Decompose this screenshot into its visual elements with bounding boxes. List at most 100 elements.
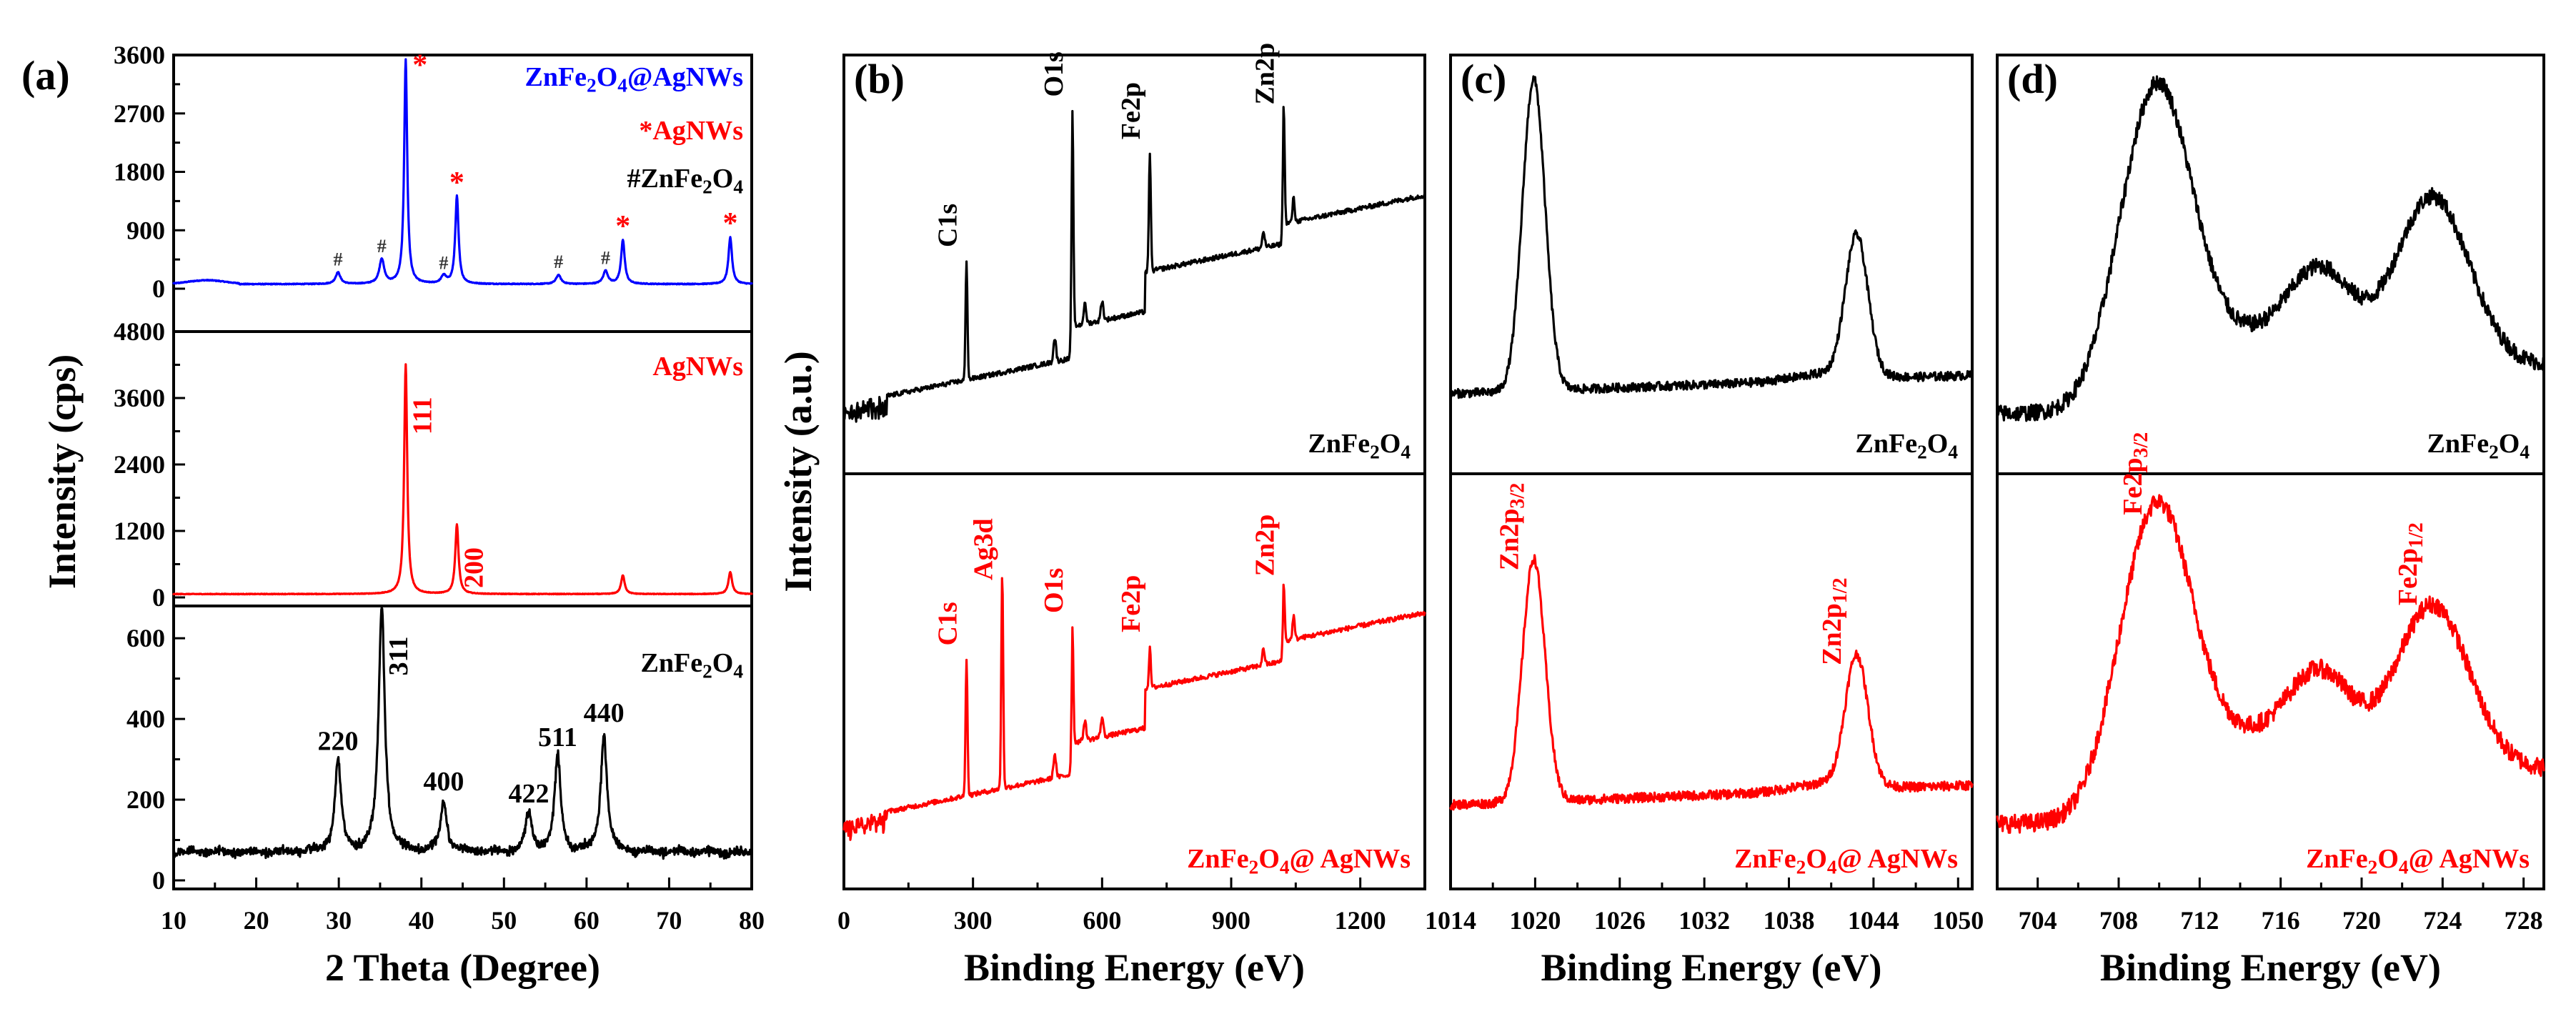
- peak-label: Zn2p: [1250, 43, 1280, 105]
- x-tick-label: 80: [739, 906, 765, 935]
- hkl-label: 220: [317, 726, 358, 756]
- peak-mark-hash: #: [439, 253, 448, 274]
- x-tick-label: 1050: [1932, 906, 1984, 935]
- x-tick-label: 716: [2262, 906, 2300, 935]
- peak-label: Fe2p3/2: [2118, 432, 2152, 515]
- x-tick-label: 20: [244, 906, 269, 935]
- x-tick-label: 712: [2180, 906, 2219, 935]
- xps-frame: [1449, 54, 1974, 890]
- x-axis-title: Binding Energy (eV): [964, 946, 1305, 989]
- legend-composite: ZnFe2O4@AgNWs: [524, 62, 743, 96]
- series-label: ZnFe2O4: [2427, 429, 2530, 462]
- peak-label: C1s: [933, 602, 963, 645]
- panel-tag: (a): [21, 52, 70, 99]
- x-tick-label: 30: [326, 906, 352, 935]
- hkl-label: 200: [459, 547, 489, 588]
- peak-label: Zn2p3/2: [1494, 483, 1528, 570]
- x-tick-label: 10: [161, 906, 187, 935]
- xps-trace-ZnFe2O4: [1996, 75, 2545, 422]
- axis-ticks: [172, 54, 2525, 889]
- panel-frames: [172, 54, 2545, 890]
- x-tick-label: 900: [1212, 906, 1250, 935]
- peak-label: Zn2p: [1250, 515, 1280, 577]
- xrd-trace-AgNWs: [172, 363, 753, 596]
- peak-label: Zn2p1/2: [1817, 577, 1851, 665]
- x-tick-label: 1020: [1509, 906, 1561, 935]
- hkl-label: 400: [423, 767, 464, 797]
- y-tick-label: 0: [152, 866, 165, 895]
- xrd-trace-ZnFe2O4: [172, 607, 753, 860]
- y-tick-label: 0: [152, 583, 165, 612]
- hkl-label: 422: [508, 779, 549, 809]
- peak-label: Fe2p: [1116, 82, 1146, 139]
- x-tick-label: 600: [1083, 906, 1121, 935]
- x-tick-label: 720: [2342, 906, 2381, 935]
- y-tick-label: 0: [152, 274, 165, 303]
- peak-mark-star: *: [412, 49, 427, 81]
- x-tick-label: 708: [2099, 906, 2138, 935]
- x-tick-label: 1026: [1594, 906, 1646, 935]
- xps-trace-ZnFe2O4: [1449, 75, 1974, 399]
- xps-y-axis-title: Intensity (a.u.): [777, 351, 820, 592]
- hkl-label: 511: [538, 722, 577, 752]
- hkl-label: 311: [384, 637, 414, 676]
- hkl-label: 440: [584, 698, 625, 728]
- x-tick-label: 70: [656, 906, 682, 935]
- y-tick-label: 3600: [114, 384, 165, 412]
- peak-mark-hash: #: [333, 249, 342, 269]
- peak-mark-star: *: [722, 207, 737, 240]
- legend-znfe2o4: #ZnFe2O4: [627, 164, 744, 197]
- peak-mark-hash: #: [601, 247, 610, 268]
- x-tick-label: 1014: [1425, 906, 1476, 935]
- data-traces: [172, 58, 2545, 860]
- xps-trace-ZnFe2O4@ AgNWs: [1996, 494, 2545, 834]
- panel-tag: (c): [1461, 56, 1506, 102]
- peak-label: O1s: [1039, 51, 1069, 96]
- x-axis-title: Binding Energy (eV): [1541, 946, 1881, 989]
- x-axis-title: Binding Energy (eV): [2100, 946, 2441, 989]
- label-znfe2o4: ZnFe2O4: [641, 648, 744, 682]
- series-label: ZnFe2O4: [1856, 429, 1959, 462]
- peak-mark-hash: #: [377, 236, 387, 257]
- y-tick-label: 1800: [114, 158, 165, 187]
- peak-mark-star: *: [615, 210, 630, 243]
- y-tick-label: 3600: [114, 41, 165, 69]
- x-tick-label: 728: [2505, 906, 2543, 935]
- x-axis-title: 2 Theta (Degree): [325, 946, 600, 989]
- xps-trace-ZnFe2O4@ AgNWs: [842, 577, 1426, 841]
- x-tick-label: 50: [491, 906, 517, 935]
- peak-label: C1s: [933, 204, 963, 247]
- series-label: ZnFe2O4@ AgNWs: [2306, 844, 2530, 878]
- peak-label: Fe2p: [1116, 575, 1146, 632]
- x-tick-label: 1044: [1848, 906, 1899, 935]
- x-tick-label: 1200: [1335, 906, 1386, 935]
- peak-label: Ag3d: [969, 518, 999, 580]
- hkl-label: 111: [408, 397, 438, 434]
- label-agnws: AgNWs: [652, 352, 743, 382]
- peak-label: O1s: [1039, 568, 1069, 613]
- legend-agnws: *AgNWs: [639, 116, 743, 146]
- x-tick-label: 1032: [1679, 906, 1730, 935]
- y-tick-label: 1200: [114, 517, 165, 545]
- y-axis-title: Intensity (cps): [41, 354, 84, 590]
- xrd-trace-ZnFe2O4@AgNWs: [172, 58, 753, 286]
- xps-frame: [1996, 54, 2545, 890]
- peak-mark-hash: #: [554, 252, 563, 272]
- xps-frame: [842, 54, 1426, 890]
- y-tick-label: 600: [126, 624, 165, 652]
- x-tick-label: 0: [837, 906, 850, 935]
- xps-trace-ZnFe2O4: [842, 106, 1426, 423]
- series-label: ZnFe2O4@ AgNWs: [1734, 844, 1958, 878]
- x-tick-label: 300: [954, 906, 993, 935]
- x-tick-label: 40: [409, 906, 434, 935]
- y-tick-label: 400: [126, 705, 165, 733]
- panel-tag: (d): [2007, 56, 2058, 102]
- y-tick-label: 2400: [114, 450, 165, 479]
- x-tick-label: 60: [574, 906, 600, 935]
- x-tick-label: 724: [2423, 906, 2462, 935]
- series-label: ZnFe2O4@ AgNWs: [1187, 844, 1411, 878]
- series-label: ZnFe2O4: [1308, 429, 1411, 462]
- xps-trace-ZnFe2O4@ AgNWs: [1449, 554, 1974, 811]
